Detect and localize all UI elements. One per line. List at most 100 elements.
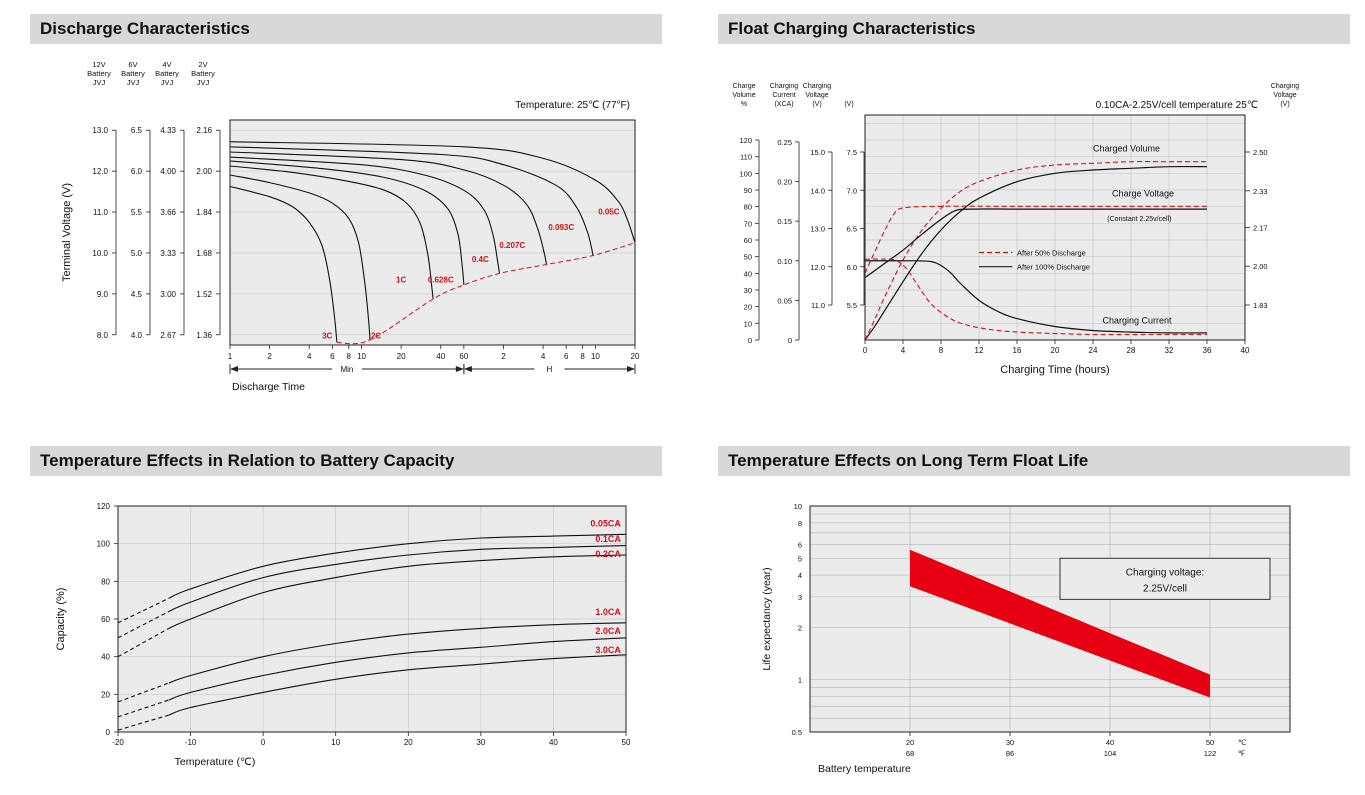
svg-text:JVJ: JVJ bbox=[161, 78, 174, 87]
svg-text:1: 1 bbox=[798, 676, 802, 685]
curve-2.0CA-dashed bbox=[117, 699, 169, 718]
curve-0.4C bbox=[229, 156, 501, 274]
svg-text:6.5: 6.5 bbox=[131, 126, 143, 135]
series: 0.05CA 0.1CA 0.2CA 1.0CA 2.0CA 3.0CA bbox=[117, 519, 627, 731]
svg-text:Charging: Charging bbox=[803, 83, 832, 90]
curve-label-0.628C: 0.628C bbox=[428, 275, 454, 284]
svg-text:104: 104 bbox=[1104, 749, 1117, 758]
svg-text:36: 36 bbox=[1203, 346, 1212, 355]
svg-text:10: 10 bbox=[331, 738, 340, 747]
svg-text:50: 50 bbox=[744, 253, 752, 262]
svg-text:100: 100 bbox=[739, 169, 752, 178]
svg-text:4.5: 4.5 bbox=[131, 290, 143, 299]
curve-1.0CA bbox=[168, 622, 627, 684]
svg-text:10: 10 bbox=[794, 502, 802, 511]
svg-text:60: 60 bbox=[744, 236, 752, 245]
curve-0.05CA-dashed bbox=[117, 597, 170, 624]
svg-text:8: 8 bbox=[798, 519, 802, 528]
svg-text:8.0: 8.0 bbox=[97, 331, 109, 340]
svg-text:0: 0 bbox=[261, 738, 266, 747]
curve-label-0.2CA: 0.2CA bbox=[595, 549, 621, 559]
temperature-annotation: Temperature: 25℃ (77°F) bbox=[515, 100, 630, 111]
curve-1.0CA-dashed bbox=[117, 682, 169, 703]
annotation-box bbox=[1059, 557, 1271, 600]
svg-text:2.00: 2.00 bbox=[1253, 262, 1268, 271]
svg-text:2.16: 2.16 bbox=[196, 126, 212, 135]
svg-text:80: 80 bbox=[744, 203, 752, 212]
svg-text:40: 40 bbox=[101, 653, 110, 662]
labels: Charged Volume Charge Voltage (Constant 2.… bbox=[979, 144, 1174, 325]
svg-text:2.17: 2.17 bbox=[1253, 223, 1268, 232]
svg-text:2.33: 2.33 bbox=[1253, 187, 1268, 196]
curve-label-3.0CA: 3.0CA bbox=[595, 645, 621, 655]
temp-capacity-chart: 0.05CA 0.1CA 0.2CA 1.0CA 2.0CA 3.0CA 0 20 40 60 80… bbox=[55, 502, 631, 768]
svg-text:3: 3 bbox=[798, 593, 802, 602]
svg-text:60: 60 bbox=[459, 352, 468, 361]
x-axis: 0 4 8 12 16 20 24 28 32 36 40 bbox=[863, 340, 1250, 355]
svg-text:24: 24 bbox=[1089, 346, 1098, 355]
curve-charge-voltage-after-50-discharge bbox=[864, 205, 1207, 274]
svg-text:122: 122 bbox=[1204, 749, 1217, 758]
svg-text:6.0: 6.0 bbox=[847, 263, 857, 272]
chart-label: (Constant 2.25v/cell) bbox=[1107, 216, 1171, 223]
y-axis: 0 20 40 60 80 100 120 bbox=[97, 502, 118, 737]
y-axes: 12VBatteryJVJ13.012.011.010.09.08.06VBat… bbox=[87, 60, 221, 340]
svg-text:4: 4 bbox=[307, 352, 312, 361]
x-axis-title: Charging Time (hours) bbox=[1000, 364, 1109, 376]
svg-text:12V: 12V bbox=[92, 60, 105, 69]
curve-0.05CA bbox=[168, 533, 627, 599]
svg-text:40: 40 bbox=[744, 269, 752, 278]
svg-text:30: 30 bbox=[1006, 738, 1014, 747]
svg-text:Charging: Charging bbox=[1271, 83, 1300, 90]
svg-text:-10: -10 bbox=[185, 738, 197, 747]
svg-text:20: 20 bbox=[744, 303, 752, 312]
curve-label-2.0CA: 2.0CA bbox=[595, 626, 621, 636]
svg-text:2V: 2V bbox=[198, 60, 207, 69]
svg-text:6: 6 bbox=[798, 541, 802, 550]
curve-0.05C bbox=[229, 141, 636, 243]
svg-text:8: 8 bbox=[580, 352, 585, 361]
svg-text:13.0: 13.0 bbox=[92, 126, 108, 135]
panel-discharge: Discharge Characteristics 12V Battery JVJ 1… bbox=[30, 14, 662, 400]
curve-3.0CA bbox=[168, 654, 627, 716]
chart-label: Charging Current bbox=[1103, 315, 1173, 325]
svg-text:120: 120 bbox=[97, 502, 111, 511]
svg-text:28: 28 bbox=[1127, 346, 1136, 355]
svg-text:40: 40 bbox=[1241, 346, 1250, 355]
svg-text:0: 0 bbox=[748, 336, 752, 345]
svg-text:6: 6 bbox=[330, 352, 335, 361]
svg-text:1.52: 1.52 bbox=[196, 290, 212, 299]
panel-float-life: Temperature Effects on Long Term Float L… bbox=[718, 446, 1350, 780]
svg-text:1.68: 1.68 bbox=[196, 249, 212, 258]
panel-title: Temperature Effects in Relation to Batte… bbox=[40, 451, 455, 470]
svg-text:68: 68 bbox=[906, 749, 914, 758]
svg-text:3.66: 3.66 bbox=[160, 208, 176, 217]
svg-text:5.5: 5.5 bbox=[131, 208, 143, 217]
svg-text:120: 120 bbox=[739, 136, 752, 145]
svg-text:110: 110 bbox=[740, 153, 752, 162]
svg-text:2.00: 2.00 bbox=[196, 167, 212, 176]
float-life-chart: Charging voltage:2.25V/cell1086543210.52… bbox=[761, 502, 1291, 775]
svg-text:4: 4 bbox=[541, 352, 546, 361]
svg-text:40: 40 bbox=[549, 738, 558, 747]
svg-text:6V: 6V bbox=[128, 60, 137, 69]
svg-text:40: 40 bbox=[1106, 738, 1114, 747]
svg-text:2: 2 bbox=[267, 352, 272, 361]
plot-frame bbox=[809, 505, 1291, 733]
svg-text:2.50: 2.50 bbox=[1253, 148, 1268, 157]
life-expectancy-band bbox=[910, 549, 1210, 698]
svg-text:9.0: 9.0 bbox=[97, 290, 109, 299]
svg-text:86: 86 bbox=[1006, 749, 1014, 758]
fahrenheit-unit: ℉ bbox=[1238, 749, 1246, 758]
panel-title-bar: Temperature Effects on Long Term Float L… bbox=[718, 446, 1350, 476]
svg-text:10.0: 10.0 bbox=[92, 249, 108, 258]
curve-0.1CA bbox=[168, 545, 627, 613]
svg-text:12: 12 bbox=[975, 346, 984, 355]
chart-label: Charged Volume bbox=[1093, 144, 1160, 154]
curve-label-0.1CA: 0.1CA bbox=[595, 534, 621, 544]
svg-text:5: 5 bbox=[798, 554, 802, 563]
panel-title-bar: Discharge Characteristics bbox=[30, 14, 662, 44]
svg-text:8: 8 bbox=[939, 346, 944, 355]
svg-text:12.0: 12.0 bbox=[810, 263, 825, 272]
